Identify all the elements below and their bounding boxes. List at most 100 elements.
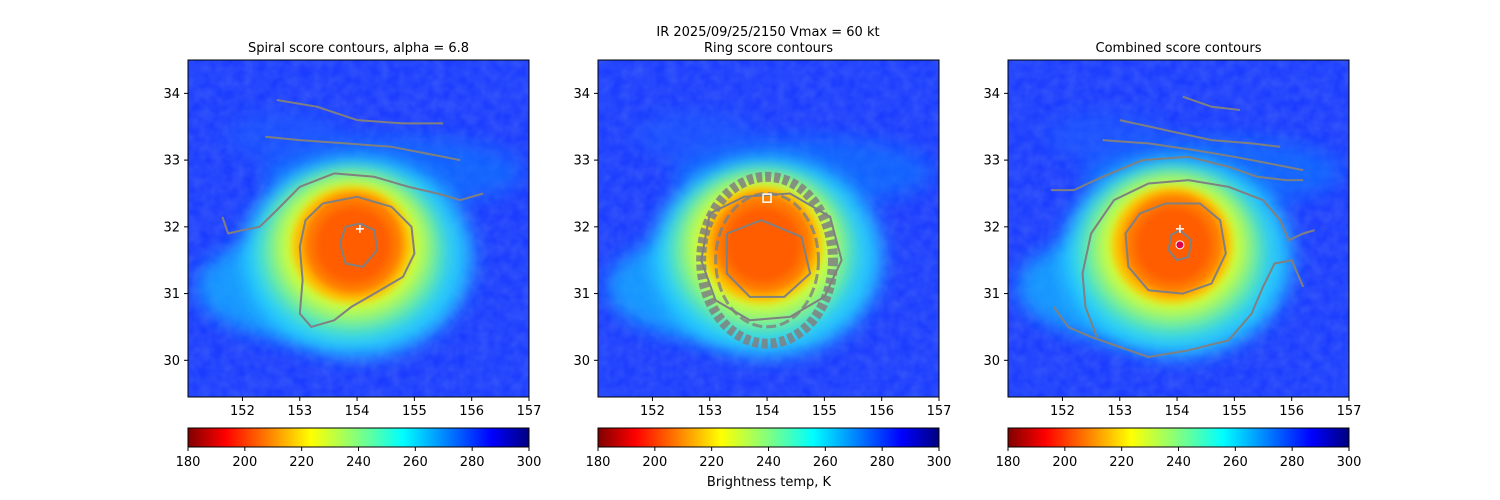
panel-1: Spiral score contours, alpha = 6.8 152 153…: [163, 41, 541, 470]
x-tick-label: 155: [812, 404, 837, 419]
panel-title: Ring score contours: [704, 41, 833, 56]
panel-title: Spiral score contours, alpha = 6.8: [248, 41, 469, 56]
colorbar-tick-label: 300: [927, 455, 952, 470]
colorbar-gradient: [187, 427, 530, 448]
colorbar-tick-label: 300: [517, 455, 542, 470]
x-tick-label: 155: [1222, 404, 1247, 419]
y-tick-label: 31: [163, 287, 180, 302]
y-tick-label: 30: [163, 354, 180, 369]
y-tick-label: 32: [573, 220, 590, 235]
colorbar-tick-label: 240: [1166, 455, 1191, 470]
x-tick-label: 154: [345, 404, 370, 419]
colorbar-tick-label: 220: [289, 455, 314, 470]
y-tick-label: 31: [573, 287, 590, 302]
ring-contour-inner: [714, 191, 820, 329]
contour-line-7: [1167, 229, 1193, 262]
x-tick-label: 153: [697, 404, 722, 419]
heatmap-band-9: [725, 206, 802, 283]
panel-title: Combined score contours: [1096, 41, 1262, 56]
colorbar: 180 200 220 240 260 280 300: [586, 427, 952, 470]
colorbar-gradient: [1007, 427, 1350, 448]
x-tick-label: 154: [755, 404, 780, 419]
y-tick-label: 30: [573, 354, 590, 369]
colorbar-tick-label: 180: [996, 455, 1021, 470]
colorbar-tick-label: 200: [1052, 455, 1077, 470]
x-tick-label: 152: [230, 404, 255, 419]
colorbar-tick-label: 200: [232, 455, 257, 470]
colorbar-tick-label: 280: [1280, 455, 1305, 470]
colorbar-tick-label: 180: [586, 455, 611, 470]
colorbar-tick-label: 240: [756, 455, 781, 470]
heatmap-band-9: [315, 206, 392, 283]
y-tick-label: 30: [983, 354, 1000, 369]
x-tick-label: 156: [1279, 404, 1304, 419]
heatmap-band-3: [637, 111, 758, 162]
colorbar-tick-label: 260: [813, 455, 838, 470]
panel-3: Combined score contours 152 153 154 155 156 15…: [983, 41, 1361, 470]
contour-line-5: [1081, 179, 1315, 338]
x-tick-label: 157: [517, 404, 542, 419]
x-tick-label: 155: [402, 404, 427, 419]
colorbar-tick-label: 220: [1109, 455, 1134, 470]
heatmap: [598, 60, 939, 397]
colorbar-tick-label: 280: [460, 455, 485, 470]
contours: [221, 99, 484, 328]
contour-line-3: [1102, 139, 1304, 172]
x-tick-label: 152: [640, 404, 665, 419]
colorbar: 180 200 220 240 260 280 300: [176, 427, 542, 470]
x-tick-label: 157: [927, 404, 952, 419]
contour-line-8: [1052, 259, 1305, 358]
y-tick-label: 31: [983, 287, 1000, 302]
contour-line-4: [1051, 155, 1304, 192]
x-tick-label: 152: [1050, 404, 1075, 419]
y-tick-label: 34: [163, 87, 180, 102]
y-tick-label: 33: [983, 154, 1000, 169]
axes-frame: [1007, 59, 1350, 398]
axes-frame: [187, 59, 530, 398]
colorbar: 180 200 220 240 260 280 300: [996, 427, 1362, 470]
x-tick-label: 154: [1165, 404, 1190, 419]
axes-frame: [597, 59, 940, 398]
suptitle: IR 2025/09/25/2150 Vmax = 60 kt: [656, 25, 879, 40]
colorbar-tick-label: 260: [1223, 455, 1248, 470]
combined-center-dot-marker: [1175, 240, 1185, 250]
contour-line-2: [1119, 119, 1281, 148]
contours: [1051, 95, 1315, 358]
y-tick-label: 34: [983, 87, 1000, 102]
contour-line-4: [298, 195, 416, 328]
x-tick-label: 156: [869, 404, 894, 419]
colorbar-tick-label: 180: [176, 455, 201, 470]
contour-line-2: [265, 135, 461, 162]
colorbar-tick-label: 240: [346, 455, 371, 470]
heatmap-band-3: [227, 111, 348, 162]
ring-center-square-marker: [762, 193, 772, 203]
contour-line-6: [1124, 202, 1227, 295]
colorbar-tick-label: 260: [403, 455, 428, 470]
contour-line-1: [1182, 95, 1241, 111]
panel-2: Ring score contours 152 153 154 155 156 157 30 3…: [573, 41, 951, 470]
heatmap-band-3: [1047, 111, 1168, 162]
heatmap-band-9: [1135, 206, 1212, 283]
colorbar-tick-label: 280: [870, 455, 895, 470]
contour-line-1: [700, 192, 843, 322]
center-plus-marker: [355, 224, 364, 233]
colorbar-tick-label: 220: [699, 455, 724, 470]
contour-line-3: [221, 172, 484, 235]
y-tick-label: 34: [573, 87, 590, 102]
colorbar-tick-label: 200: [642, 455, 667, 470]
contour-line-1: [276, 99, 443, 125]
x-tick-label: 156: [459, 404, 484, 419]
colorbar-gradient: [597, 427, 940, 448]
contours: [700, 192, 843, 322]
colorbar-tick-label: 300: [1337, 455, 1362, 470]
y-tick-label: 32: [983, 220, 1000, 235]
y-tick-label: 33: [573, 154, 590, 169]
contour-line-2: [725, 219, 812, 298]
colorbar-label: Brightness temp, K: [707, 475, 832, 490]
heatmap: [1008, 60, 1349, 397]
y-tick-label: 33: [163, 154, 180, 169]
x-tick-label: 153: [287, 404, 312, 419]
contour-line-5: [338, 222, 379, 268]
y-tick-label: 32: [163, 220, 180, 235]
